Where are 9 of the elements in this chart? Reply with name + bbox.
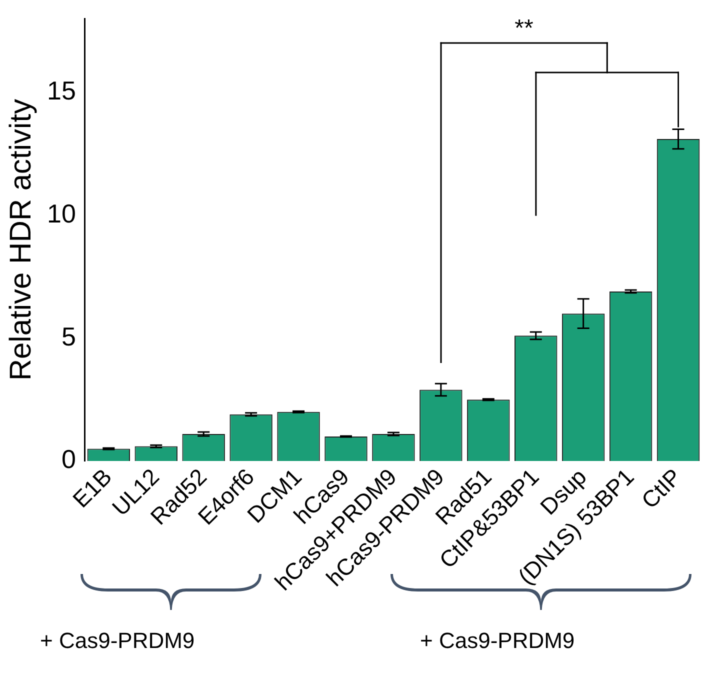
y-tick-label: 15 — [47, 76, 76, 106]
y-tick-label: 10 — [47, 198, 76, 228]
text: + Cas9-PRDM9 — [40, 628, 195, 654]
text: + Cas9-PRDM9 — [420, 628, 575, 654]
y-tick-label: 5 — [61, 321, 76, 352]
y-axis-title: Relative HDR activity — [4, 98, 38, 381]
y-tick-label: 0 — [61, 444, 76, 474]
annotation: ** — [514, 14, 534, 42]
x-tick-label: CtIP — [636, 463, 686, 514]
